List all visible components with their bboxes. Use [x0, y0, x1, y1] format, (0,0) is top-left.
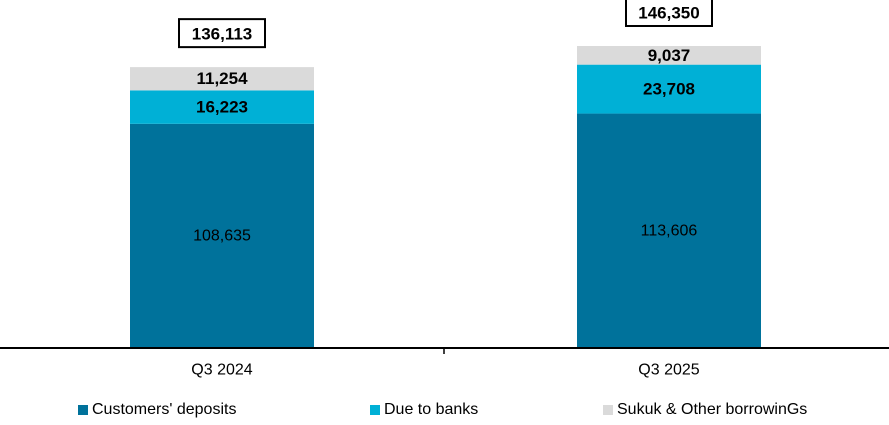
total-box-border — [178, 18, 266, 49]
data-label: 113,606 — [641, 222, 698, 239]
legend-swatch — [78, 405, 88, 415]
legend-swatch — [603, 405, 613, 415]
x-tick-labels: Q3 2024 Q3 2025 — [191, 362, 699, 379]
total-label: 146,350 — [638, 3, 699, 22]
x-tick-label: Q3 2024 — [191, 362, 252, 379]
legend-label: Sukuk & Other borrowinGs — [617, 401, 808, 418]
bar-segment — [577, 64, 761, 114]
bar-segment — [130, 123, 314, 348]
bar-segment — [130, 90, 314, 124]
legend: Customers' deposits Due to banks Sukuk & O… — [0, 401, 889, 423]
legend-swatch — [370, 405, 380, 415]
total-label-box: 136,113 — [178, 18, 266, 49]
legend-label: Customers' deposits — [92, 401, 237, 418]
total-label: 136,113 — [192, 25, 253, 44]
data-label: 23,708 — [643, 80, 695, 99]
bar-segment — [577, 45, 761, 65]
bar-segment — [130, 67, 314, 91]
data-label: 16,223 — [196, 98, 248, 117]
legend-item: Sukuk & Other borrowinGs — [603, 401, 807, 419]
data-label: 9,037 — [648, 46, 691, 65]
bars-group — [130, 45, 761, 348]
legend-item: Customers' deposits — [78, 401, 236, 419]
legend-label: Due to banks — [384, 401, 479, 418]
x-tick-label: Q3 2025 — [638, 362, 699, 379]
legend-item: Due to banks — [370, 401, 478, 419]
stacked-bar-chart: 108,635 16,223 11,254 136,113 113,606 23,708 9… — [0, 0, 889, 379]
bar-segment — [577, 113, 761, 348]
data-label: 108,635 — [193, 227, 251, 244]
total-label-box: 146,350 — [625, 0, 713, 27]
data-label: 11,254 — [196, 69, 248, 88]
labels-group: 108,635 16,223 11,254 136,113 113,606 23,708 9… — [178, 0, 713, 244]
total-box-border — [625, 0, 713, 27]
